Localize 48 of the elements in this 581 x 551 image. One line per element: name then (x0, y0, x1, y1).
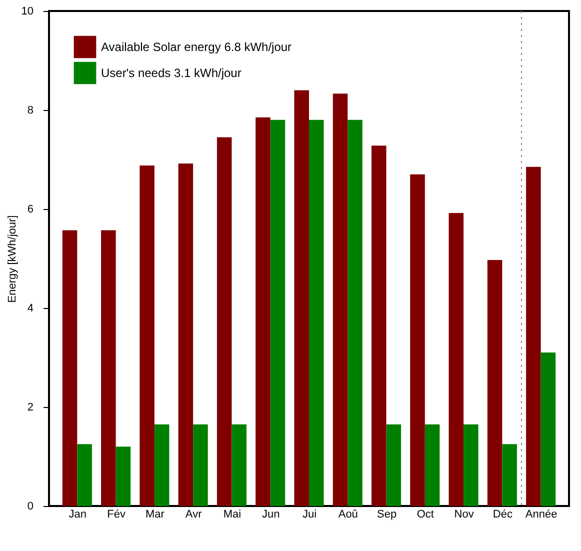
legend-label: Available Solar energy 6.8 kWh/jour (101, 40, 292, 54)
bar (140, 165, 154, 506)
x-tick-label: Mar (145, 508, 165, 520)
x-tick-label: Jun (262, 508, 280, 520)
bar (178, 163, 194, 506)
legend-label: User's needs 3.1 kWh/jour (101, 66, 242, 80)
bar (62, 230, 78, 506)
x-tick-label: Sep (376, 508, 397, 520)
x-tick-label: Jan (68, 508, 87, 520)
bar (410, 174, 425, 506)
bar (77, 444, 92, 506)
y-tick-label: 10 (21, 6, 34, 18)
x-tick-label: Oct (416, 508, 434, 520)
y-tick-label: 4 (27, 302, 34, 314)
bar (464, 424, 478, 506)
bar (448, 212, 464, 506)
bar (256, 117, 270, 506)
bar (294, 90, 309, 506)
bar (232, 424, 246, 506)
x-tick-label: Nov (454, 508, 474, 520)
bar (101, 230, 116, 506)
y-tick-label: 8 (27, 104, 34, 116)
y-axis-title: Energy [kWh/jour] (6, 215, 18, 303)
bar (540, 352, 556, 506)
y-tick-label: 6 (27, 204, 34, 216)
bar (386, 424, 402, 506)
bar (348, 120, 362, 506)
x-tick-label: Mai (223, 508, 242, 520)
x-tick-label: Aoû (338, 508, 358, 520)
bar (372, 146, 386, 506)
bar (424, 424, 440, 506)
x-tick-label: Déc (492, 508, 513, 520)
bar (332, 94, 348, 506)
y-tick-label: 0 (27, 500, 34, 512)
x-tick-label: Jui (302, 508, 317, 520)
x-tick-label: Année (525, 508, 558, 520)
bar (309, 120, 324, 506)
x-tick-label: Fév (107, 508, 126, 520)
bar (193, 424, 208, 506)
bar (116, 446, 131, 506)
x-tick-label: Avr (185, 508, 202, 520)
bar (154, 424, 170, 506)
bar (216, 137, 232, 506)
bar (270, 120, 286, 506)
bar (487, 260, 502, 506)
y-tick-label: 2 (27, 402, 34, 414)
bar (526, 166, 541, 506)
bar (502, 444, 517, 506)
